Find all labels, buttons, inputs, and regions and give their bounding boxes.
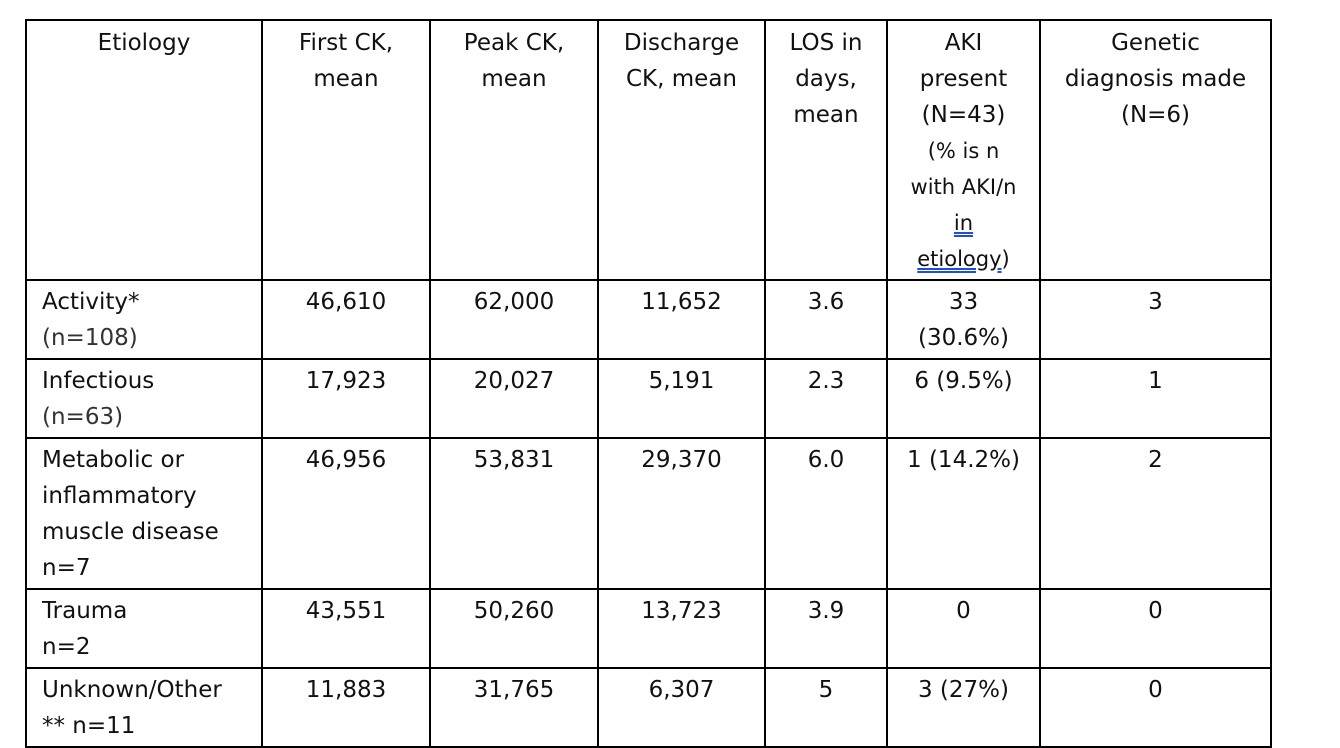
table-header: Etiology First CK, mean Peak CK, mean Di… [25, 19, 1272, 281]
cell-los: 3.6 [764, 279, 888, 360]
cell-discharge-ck: 13,723 [597, 588, 766, 669]
cell-los: 5 [764, 667, 888, 748]
aki-note-line-2: with AKI/n [910, 175, 1017, 199]
cell-first-ck: 11,883 [261, 667, 431, 748]
cell-aki: 1 (14.2%) [886, 437, 1041, 590]
cell-first-ck: 17,923 [261, 358, 431, 439]
cell-genetic: 3 [1039, 279, 1272, 360]
cell-first-ck: 46,956 [261, 437, 431, 590]
aki-note-line-1: (% is n [927, 139, 1000, 163]
cell-peak-ck: 20,027 [429, 358, 599, 439]
cell-discharge-ck: 5,191 [597, 358, 766, 439]
cell-etiology: Trauma n=2 [25, 588, 263, 669]
cell-peak-ck: 31,765 [429, 667, 599, 748]
cell-peak-ck: 62,000 [429, 279, 599, 360]
table-row: Metabolic or inflammatory muscle disease… [25, 437, 1272, 590]
header-los: LOS in days, mean [764, 19, 888, 281]
cell-discharge-ck: 11,652 [597, 279, 766, 360]
cell-first-ck: 46,610 [261, 279, 431, 360]
header-row: Etiology First CK, mean Peak CK, mean Di… [25, 19, 1272, 281]
cell-aki: 33 (30.6%) [886, 279, 1041, 360]
header-peak-ck: Peak CK, mean [429, 19, 599, 281]
header-first-ck: First CK, mean [261, 19, 431, 281]
cell-peak-ck: 50,260 [429, 588, 599, 669]
header-genetic: Genetic diagnosis made (N=6) [1039, 19, 1272, 281]
aki-note-close-paren: ) [1001, 247, 1010, 271]
cell-etiology: Metabolic or inflammatory muscle disease… [25, 437, 263, 590]
ck-etiology-table: Etiology First CK, mean Peak CK, mean Di… [25, 19, 1272, 748]
table-body: Activity* (n=108) 46,610 62,000 11,652 3… [25, 279, 1272, 748]
cell-discharge-ck: 6,307 [597, 667, 766, 748]
cell-aki: 0 [886, 588, 1041, 669]
table-row: Trauma n=2 43,551 50,260 13,723 3.9 0 0 [25, 588, 1272, 669]
header-aki: AKI present (N=43) (% is n with AKI/n in… [886, 19, 1041, 281]
cell-los: 2.3 [764, 358, 888, 439]
cell-genetic: 2 [1039, 437, 1272, 590]
cell-etiology: Unknown/Other ** n=11 [25, 667, 263, 748]
cell-etiology: Infectious (n=63) [25, 358, 263, 439]
cell-genetic: 1 [1039, 358, 1272, 439]
header-discharge-ck: Discharge CK, mean [597, 19, 766, 281]
cell-peak-ck: 53,831 [429, 437, 599, 590]
cell-first-ck: 43,551 [261, 588, 431, 669]
cell-los: 3.9 [764, 588, 888, 669]
cell-los: 6.0 [764, 437, 888, 590]
table-row: Unknown/Other ** n=11 11,883 31,765 6,30… [25, 667, 1272, 748]
aki-note-link-in[interactable]: in [953, 211, 974, 235]
cell-aki: 3 (27%) [886, 667, 1041, 748]
cell-genetic: 0 [1039, 588, 1272, 669]
cell-etiology: Activity* (n=108) [25, 279, 263, 360]
table-row: Infectious (n=63) 17,923 20,027 5,191 2.… [25, 358, 1272, 439]
cell-discharge-ck: 29,370 [597, 437, 766, 590]
cell-genetic: 0 [1039, 667, 1272, 748]
cell-aki: 6 (9.5%) [886, 358, 1041, 439]
aki-note-link-etiology[interactable]: etiology [917, 247, 1002, 271]
table-row: Activity* (n=108) 46,610 62,000 11,652 3… [25, 279, 1272, 360]
header-etiology: Etiology [25, 19, 263, 281]
